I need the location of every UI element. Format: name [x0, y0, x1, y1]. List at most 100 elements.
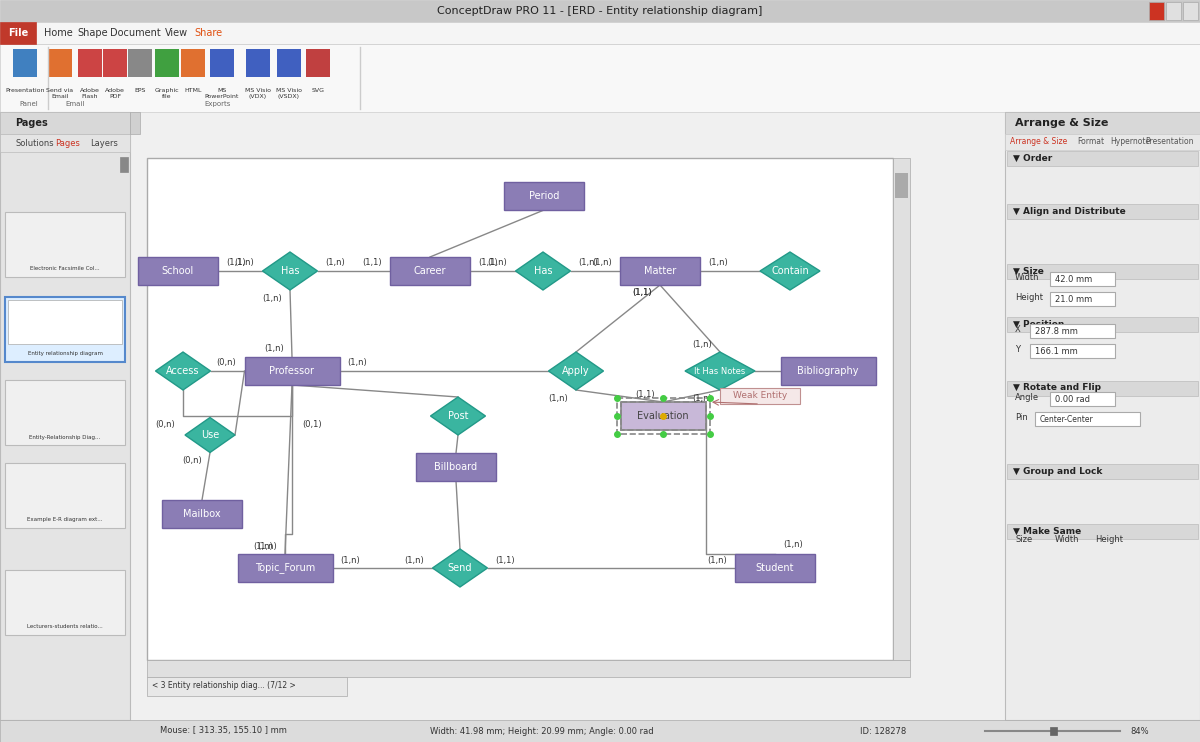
Bar [78, 49, 102, 77]
Bar [895, 173, 908, 198]
Bar [780, 357, 876, 385]
Text: Layers: Layers [90, 139, 118, 148]
Text: X: X [1015, 326, 1021, 335]
Text: ▼ Rotate and Flip: ▼ Rotate and Flip [1013, 384, 1102, 393]
Text: Electronic Facsimile Col...: Electronic Facsimile Col... [30, 266, 100, 272]
Bar [1030, 324, 1115, 338]
Text: (1,n): (1,n) [708, 258, 728, 268]
Bar [5, 380, 125, 445]
Bar [1166, 2, 1181, 20]
Bar [0, 134, 130, 152]
Text: Career: Career [414, 266, 446, 276]
Bar [5, 570, 125, 635]
Text: 21.0 mm: 21.0 mm [1055, 295, 1092, 303]
Bar [103, 49, 127, 77]
Bar [1007, 317, 1198, 332]
Text: Contain: Contain [772, 266, 809, 276]
Bar [148, 660, 910, 677]
Text: (1,1): (1,1) [226, 258, 246, 268]
Text: ▼ Size: ▼ Size [1013, 266, 1044, 275]
Bar [277, 49, 301, 77]
Text: MS Visio
(VSDX): MS Visio (VSDX) [276, 88, 302, 99]
Text: (1,1): (1,1) [632, 289, 652, 298]
Bar [148, 677, 347, 696]
Text: Entity-Relationship Diag...: Entity-Relationship Diag... [29, 435, 101, 439]
Text: 166.1 mm: 166.1 mm [1034, 347, 1078, 355]
Bar [1150, 2, 1164, 20]
Text: Size: Size [1015, 536, 1032, 545]
Text: (1,n): (1,n) [692, 340, 712, 349]
Bar [390, 257, 470, 285]
Text: Pin: Pin [1015, 413, 1027, 422]
Text: EPS: EPS [134, 88, 145, 93]
Text: View: View [164, 28, 187, 38]
Text: Width: 41.98 mm; Height: 20.99 mm; Angle: 0.00 rad: Width: 41.98 mm; Height: 20.99 mm; Angle… [430, 726, 654, 735]
Text: SVG: SVG [312, 88, 324, 93]
Text: Email: Email [65, 101, 85, 107]
Bar [306, 49, 330, 77]
Text: Adobe
PDF: Adobe PDF [106, 88, 125, 99]
Bar [1006, 134, 1200, 150]
Text: School: School [162, 266, 194, 276]
Text: Access: Access [167, 366, 199, 376]
Text: (1,n): (1,n) [707, 556, 727, 565]
Bar [1007, 264, 1198, 279]
Bar [1050, 292, 1115, 306]
Text: Adobe
Flash: Adobe Flash [80, 88, 100, 99]
Text: Lecturers-students relatio...: Lecturers-students relatio... [28, 625, 103, 629]
Text: Apply: Apply [562, 366, 590, 376]
Text: (1,1): (1,1) [362, 258, 382, 268]
Polygon shape [548, 352, 604, 390]
Text: Post: Post [448, 411, 468, 421]
Bar [1007, 524, 1198, 539]
Bar [0, 112, 130, 134]
Text: Center-Center: Center-Center [1040, 415, 1093, 424]
Text: (0,n): (0,n) [182, 456, 202, 465]
Text: Send: Send [448, 563, 473, 573]
Text: Mouse: [ 313.35, 155.10 ] mm: Mouse: [ 313.35, 155.10 ] mm [160, 726, 287, 735]
Bar [128, 49, 152, 77]
Text: Entity relationship diagram: Entity relationship diagram [28, 352, 102, 356]
Text: ▼ Align and Distribute: ▼ Align and Distribute [1013, 206, 1126, 215]
Text: (1,n): (1,n) [578, 258, 599, 268]
Text: Graphic
file: Graphic file [155, 88, 179, 99]
Text: Height: Height [1015, 294, 1043, 303]
Bar [0, 0, 1200, 22]
Bar [1007, 204, 1198, 219]
Text: ▼ Order: ▼ Order [1013, 154, 1052, 162]
Text: Billboard: Billboard [434, 462, 478, 472]
Text: Hypernote: Hypernote [1110, 137, 1150, 146]
Bar [5, 212, 125, 277]
Text: ID: 128278: ID: 128278 [860, 726, 906, 735]
Text: Share: Share [194, 28, 222, 38]
Text: Height: Height [1096, 536, 1123, 545]
Text: Document: Document [109, 28, 161, 38]
Text: File: File [8, 28, 28, 38]
Text: Arrange & Size: Arrange & Size [1010, 137, 1067, 146]
Text: Pages: Pages [14, 118, 48, 128]
Bar [617, 398, 709, 434]
Polygon shape [156, 352, 210, 390]
Bar [1050, 272, 1115, 286]
Text: (1,n): (1,n) [253, 542, 272, 551]
Text: Example E-R diagram ext...: Example E-R diagram ext... [28, 517, 103, 522]
Text: Y: Y [1015, 346, 1020, 355]
Text: MS
PowerPoint: MS PowerPoint [205, 88, 239, 99]
Bar [245, 357, 340, 385]
Text: (1,n): (1,n) [487, 258, 508, 268]
Bar [720, 388, 800, 404]
Bar [1183, 2, 1198, 20]
Polygon shape [760, 252, 820, 290]
Bar [620, 402, 706, 430]
Text: (1,n): (1,n) [784, 539, 803, 548]
Text: Student: Student [756, 563, 794, 573]
Text: Topic_Forum: Topic_Forum [254, 562, 316, 574]
Bar [416, 453, 496, 481]
Text: Bibliography: Bibliography [797, 366, 859, 376]
Bar [148, 158, 893, 660]
Bar [0, 112, 130, 720]
Text: Period: Period [529, 191, 559, 201]
Polygon shape [431, 397, 486, 435]
Bar [0, 720, 1200, 742]
Text: Presentation: Presentation [1145, 137, 1194, 146]
